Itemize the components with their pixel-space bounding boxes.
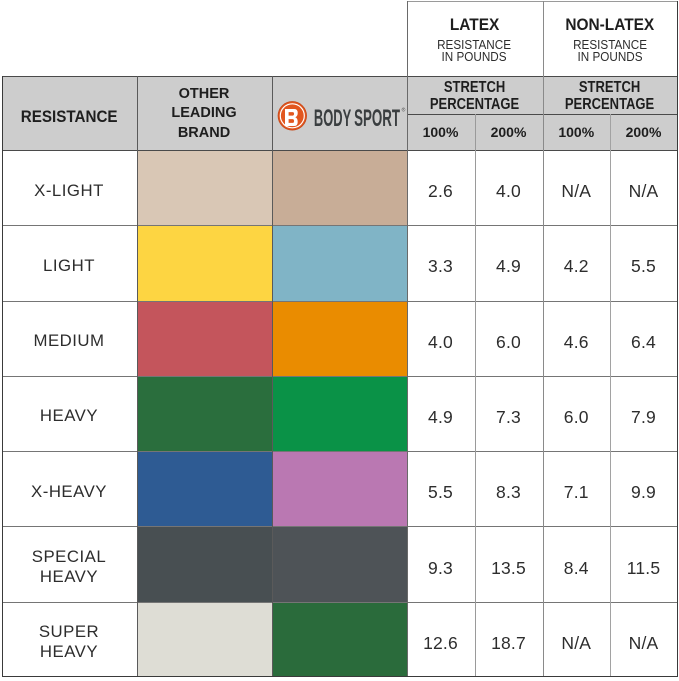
- svg-text:SPORT: SPORT: [354, 104, 400, 131]
- svg-text:BODY: BODY: [313, 104, 350, 131]
- svg-text:®: ®: [401, 106, 405, 113]
